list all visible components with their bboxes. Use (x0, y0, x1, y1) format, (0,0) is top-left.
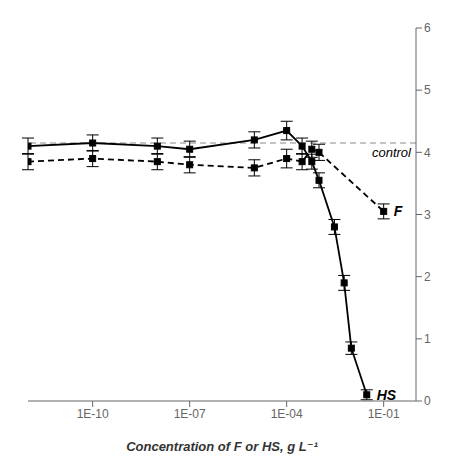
svg-text:6: 6 (424, 21, 431, 35)
svg-text:1E-01: 1E-01 (368, 407, 400, 421)
svg-text:3: 3 (424, 208, 431, 222)
svg-text:control: control (372, 145, 412, 160)
svg-text:1E-07: 1E-07 (174, 407, 206, 421)
svg-text:HS: HS (377, 387, 397, 403)
svg-text:Concentration of F or HS, g L⁻: Concentration of F or HS, g L⁻¹ (126, 439, 318, 454)
svg-text:1: 1 (424, 332, 431, 346)
svg-text:0: 0 (424, 394, 431, 408)
svg-text:2: 2 (424, 270, 431, 284)
svg-text:1E-04: 1E-04 (271, 407, 303, 421)
svg-text:1E-10: 1E-10 (77, 407, 109, 421)
svg-text:F: F (394, 203, 403, 219)
svg-text:4: 4 (424, 146, 431, 160)
svg-text:5: 5 (424, 83, 431, 97)
